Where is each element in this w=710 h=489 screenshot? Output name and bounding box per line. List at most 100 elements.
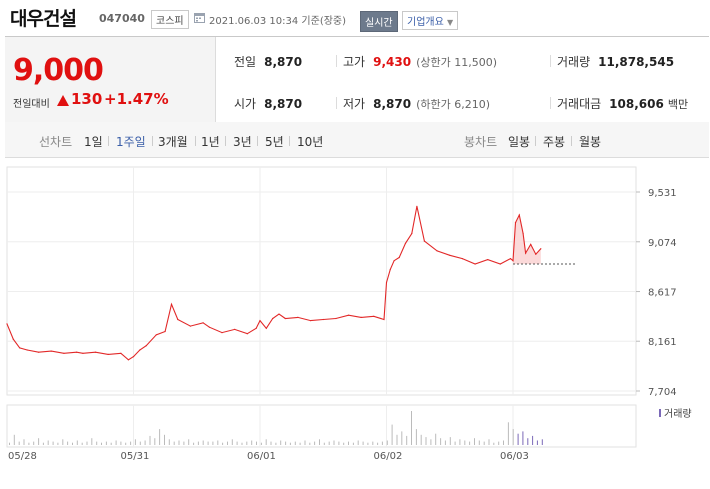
volume-bar bbox=[72, 442, 73, 445]
volume-bar bbox=[202, 440, 204, 445]
volume-bar bbox=[454, 441, 456, 445]
volume-bar bbox=[319, 439, 320, 445]
tab-1y[interactable]: 1년 bbox=[201, 135, 220, 149]
price-point bbox=[208, 326, 210, 328]
volume-bar bbox=[289, 442, 291, 445]
volume-bar bbox=[357, 440, 359, 445]
price-point bbox=[107, 353, 109, 355]
tab-3y[interactable]: 3년 bbox=[233, 135, 252, 149]
volume-bar bbox=[348, 441, 349, 445]
price-point bbox=[127, 359, 129, 361]
price-point bbox=[259, 320, 261, 322]
volume-bar bbox=[294, 441, 296, 445]
volume-bar bbox=[241, 442, 243, 445]
volume-bar bbox=[532, 435, 534, 445]
today-area bbox=[513, 214, 541, 264]
volume-bar bbox=[67, 441, 69, 445]
volume-bar bbox=[115, 440, 117, 445]
volume-bar bbox=[507, 422, 509, 445]
volume-bar bbox=[207, 441, 209, 445]
volume-bar bbox=[164, 434, 165, 445]
volume-bar bbox=[125, 442, 127, 445]
volume-bar bbox=[188, 439, 190, 445]
volume-bar bbox=[493, 442, 495, 445]
price-point bbox=[461, 258, 463, 260]
chart-tabs: 선차트 1일 1주일 3개월 1년 3년 5년 10년 봉차트 일봉 주봉 월봉 bbox=[5, 122, 709, 158]
open-value: 8,870 bbox=[264, 97, 303, 111]
realtime-button[interactable]: 실시간 bbox=[360, 11, 398, 32]
volume-bar bbox=[328, 441, 330, 445]
up-triangle-icon bbox=[57, 95, 69, 106]
price-chart: 9,531 9,074 8,617 8,161 7,704 05/28 05/31 06/01… bbox=[5, 157, 709, 489]
volume-bar bbox=[222, 442, 224, 445]
tab-3m[interactable]: 3개월 bbox=[158, 135, 188, 149]
price-point bbox=[514, 222, 517, 224]
price-point bbox=[202, 322, 204, 324]
volume-bar bbox=[130, 441, 132, 445]
volume-bar bbox=[256, 441, 257, 445]
price-point bbox=[132, 356, 135, 358]
y-tick-label: 9,074 bbox=[648, 238, 677, 249]
tab-monthly-candle[interactable]: 월봉 bbox=[579, 135, 602, 149]
volume-bar bbox=[178, 440, 180, 445]
volume-legend-swatch bbox=[659, 409, 661, 417]
price-point bbox=[525, 252, 527, 254]
prev-close-label: 전일 bbox=[234, 55, 257, 69]
tab-weekly-candle[interactable]: 주봉 bbox=[543, 135, 566, 149]
volume-bar bbox=[197, 441, 199, 445]
low-cell: 저가 8,870 (하한가 6,210) bbox=[343, 95, 490, 111]
change-label: 전일대비 bbox=[13, 99, 50, 110]
volume-bar bbox=[52, 441, 54, 445]
low-label: 저가 bbox=[343, 97, 366, 111]
tab-1d[interactable]: 1일 bbox=[84, 135, 103, 149]
volume-bar bbox=[512, 429, 514, 445]
volume-bar bbox=[18, 441, 20, 445]
volume-bar bbox=[270, 441, 272, 445]
price-point bbox=[120, 352, 122, 354]
volume-bar bbox=[33, 441, 35, 445]
y-tick-label: 9,531 bbox=[648, 188, 677, 199]
volume-bar bbox=[367, 442, 369, 445]
volume-bar bbox=[420, 434, 422, 445]
line-chart-label: 선차트 bbox=[39, 135, 73, 149]
tab-1w[interactable]: 1주일 bbox=[116, 135, 146, 149]
volume-bar bbox=[541, 439, 543, 445]
price-point bbox=[474, 263, 476, 265]
company-info-dropdown[interactable]: 기업개요 ▼ bbox=[402, 11, 459, 30]
high-value: 9,430 bbox=[373, 55, 412, 69]
price-line bbox=[6, 206, 542, 361]
price-point bbox=[246, 333, 248, 335]
price-point bbox=[63, 352, 65, 354]
x-tick-label: 05/31 bbox=[121, 451, 150, 462]
volume-bar bbox=[338, 441, 340, 445]
price-point bbox=[335, 317, 337, 320]
volume-bar bbox=[440, 438, 442, 445]
volume-bar bbox=[406, 435, 408, 445]
volume-bar bbox=[415, 429, 417, 445]
volume-bar bbox=[251, 440, 253, 445]
price-point bbox=[6, 323, 8, 325]
volume-bar bbox=[149, 435, 151, 445]
chevron-down-icon: ▼ bbox=[447, 18, 454, 27]
amount-label: 거래대금 bbox=[557, 97, 602, 111]
tab-daily-candle[interactable]: 일봉 bbox=[508, 135, 531, 149]
tab-5y[interactable]: 5년 bbox=[265, 135, 284, 149]
y-tick-label: 7,704 bbox=[648, 387, 677, 398]
y-tick-label: 8,161 bbox=[648, 337, 677, 348]
price-point bbox=[360, 316, 362, 318]
price-point bbox=[522, 232, 524, 235]
volume-bar bbox=[183, 441, 185, 445]
open-label: 시가 bbox=[234, 97, 257, 111]
volume-bar bbox=[159, 429, 161, 445]
change-percent: +1.47% bbox=[104, 90, 169, 108]
tab-divider bbox=[289, 136, 290, 146]
lower-limit: (하한가 6,210) bbox=[416, 98, 490, 111]
price-summary: 9,000 전일대비 130 +1.47% 전일 8,870 고가 9,430 (상한… bbox=[5, 36, 709, 124]
tab-divider bbox=[152, 136, 153, 146]
volume-bar bbox=[478, 440, 480, 445]
volume-bar bbox=[396, 434, 398, 445]
price-point bbox=[12, 338, 14, 340]
tab-10y[interactable]: 10년 bbox=[297, 135, 324, 149]
volume-bar bbox=[217, 440, 219, 445]
price-point bbox=[255, 327, 257, 329]
